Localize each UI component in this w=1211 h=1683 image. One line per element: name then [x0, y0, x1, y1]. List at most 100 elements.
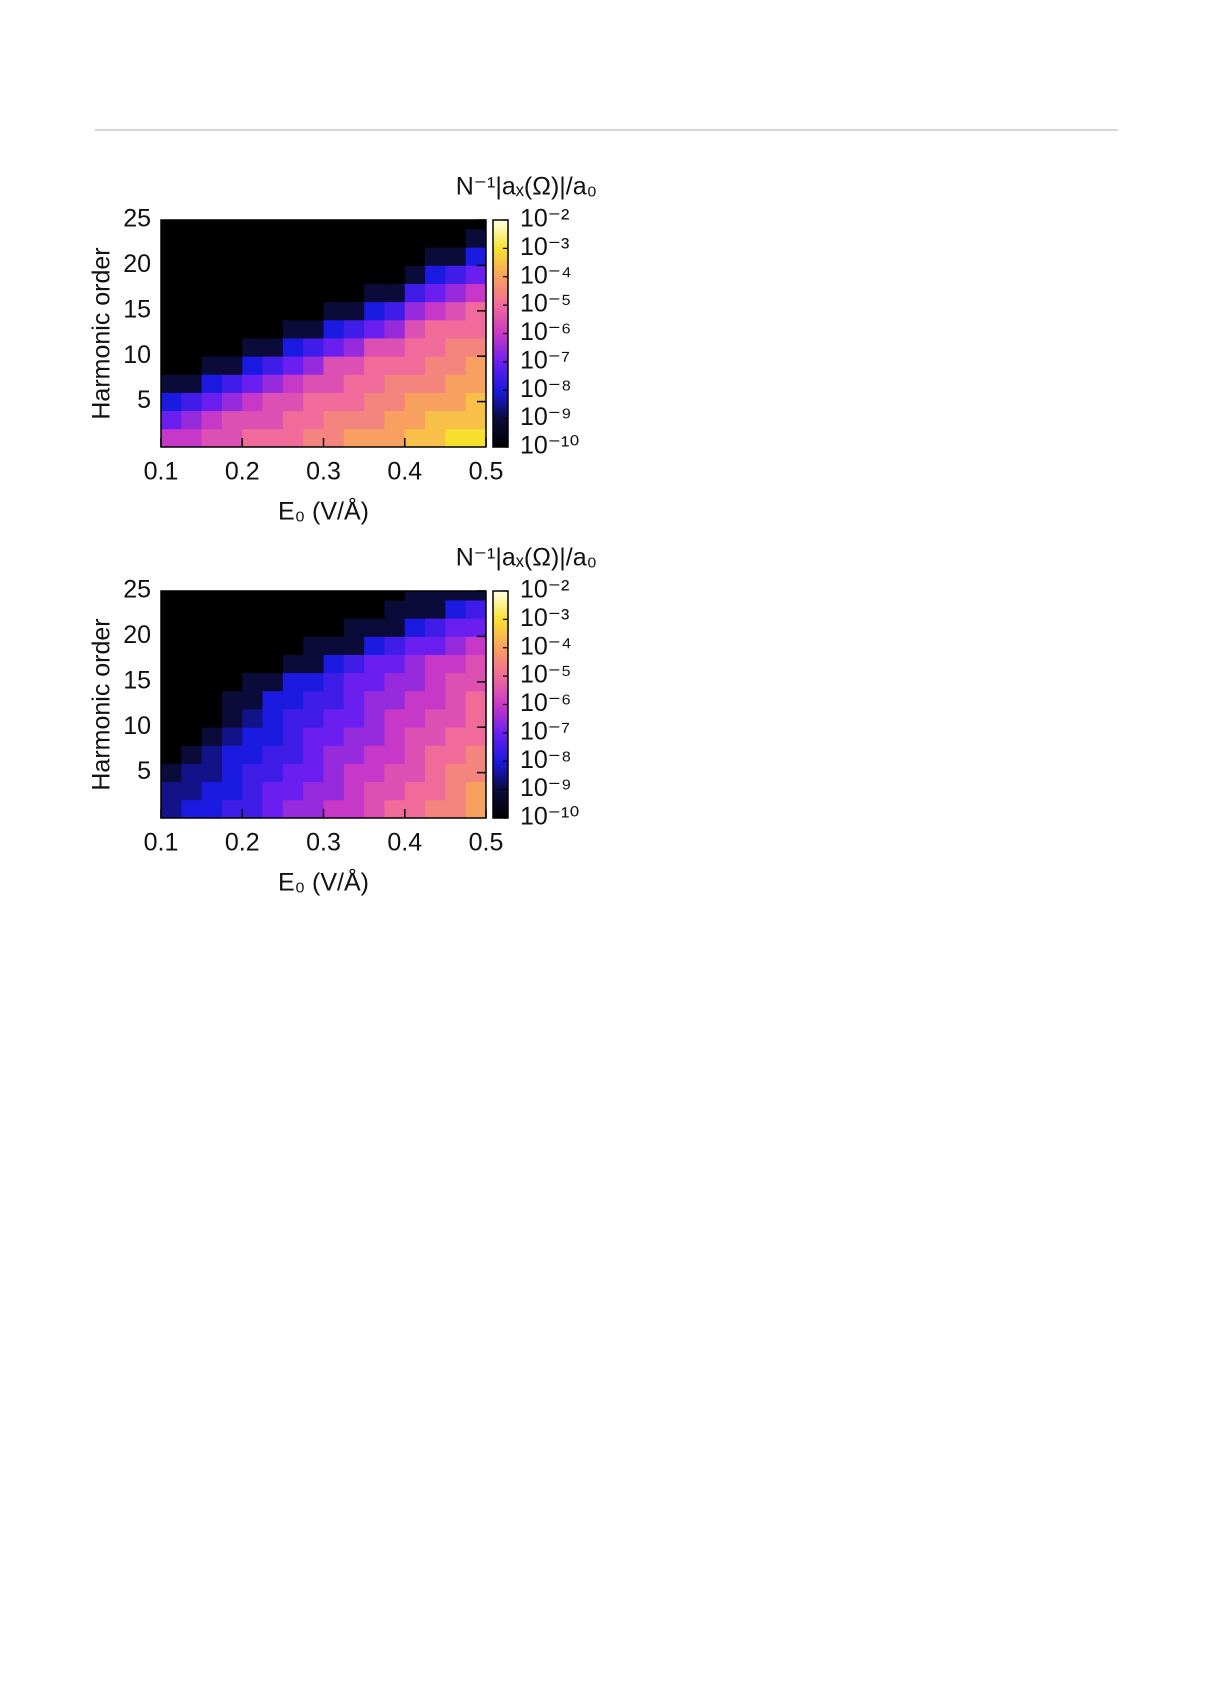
colorbar-segment	[493, 802, 508, 806]
heatmap-cell	[181, 410, 203, 430]
heatmap-cell	[282, 374, 304, 393]
heatmap-cell	[303, 636, 324, 655]
heatmap-cell	[364, 763, 385, 783]
colorbar-tick-label: 10⁻⁶	[520, 689, 571, 717]
heatmap-cell	[343, 220, 365, 230]
heatmap-cell	[343, 600, 365, 619]
heatmap-cell	[404, 672, 426, 692]
colorbar-segment	[493, 657, 508, 660]
heatmap-cell	[282, 392, 304, 412]
heatmap-cell	[242, 745, 263, 764]
heatmap-cell	[181, 247, 203, 266]
colorbar-segment	[493, 626, 508, 630]
colorbar-segment	[493, 259, 508, 263]
colorbar-segment	[493, 291, 508, 295]
colorbar-segment	[493, 428, 508, 431]
colorbar-segment	[493, 233, 508, 236]
x-tick-label: 0.5	[469, 829, 504, 857]
colorbar-segment	[493, 606, 508, 609]
heatmap-cell	[425, 763, 446, 783]
heatmap-cell	[181, 672, 203, 692]
heatmap-cell	[364, 283, 385, 303]
colorbar-tick-label: 10⁻⁵	[520, 661, 571, 689]
colorbar-segment	[493, 789, 508, 793]
colorbar-segment	[493, 808, 508, 811]
heatmap-cell	[343, 265, 365, 284]
heatmap-cell	[262, 229, 284, 248]
heatmap-cell	[404, 636, 426, 655]
heatmap-cell	[323, 392, 345, 412]
colorbar-segment	[493, 674, 508, 677]
colorbar-segment	[493, 706, 508, 709]
heatmap-cell	[465, 220, 487, 230]
colorbar-segment	[493, 246, 508, 249]
colorbar-segment	[493, 314, 508, 317]
colorbar-segment	[493, 793, 508, 796]
colorbar-tick-label: 10⁻⁵	[520, 290, 571, 318]
heatmap-cell	[364, 672, 385, 692]
heatmap-cell	[181, 763, 203, 783]
heatmap-cell	[364, 410, 385, 430]
heatmap-cell	[445, 428, 467, 448]
heatmap-cell	[384, 781, 406, 801]
heatmap-cell	[221, 428, 243, 448]
heatmap-cell	[465, 799, 487, 819]
colorbar-segment	[493, 759, 508, 762]
colorbar-segment	[493, 409, 508, 412]
colorbar-segment	[493, 623, 508, 626]
colorbar-segment	[493, 604, 508, 607]
colorbar-segment	[493, 738, 508, 741]
heatmap-cell	[201, 781, 223, 801]
colorbar-segment	[493, 297, 508, 300]
colorbar-segment	[493, 414, 508, 418]
colorbar-segment	[493, 600, 508, 603]
heatmap-cell	[465, 338, 487, 357]
colorbar-segment	[493, 252, 508, 255]
heatmap-cell	[425, 229, 446, 248]
heatmap-cell	[262, 763, 284, 783]
heatmap-cell	[465, 727, 487, 746]
x-tick-label: 0.2	[225, 829, 260, 857]
heatmap-cell	[181, 709, 203, 728]
heatmap-cell	[303, 374, 324, 393]
heatmap-cell	[404, 374, 426, 393]
colorbar-segment	[493, 770, 508, 774]
colorbar-segment	[493, 282, 508, 285]
heatmap-cell	[201, 410, 223, 430]
colorbar-segment	[493, 685, 508, 688]
heatmap-cell	[262, 654, 284, 674]
colorbar-segment	[493, 774, 508, 777]
heatmap-cell	[242, 392, 263, 412]
heatmap-cell	[282, 591, 304, 601]
heatmap-cell	[161, 301, 182, 321]
heatmap-cell	[465, 781, 487, 801]
heatmap-cell	[425, 690, 446, 710]
heatmap-cell	[445, 220, 467, 230]
heatmap-cell	[323, 374, 345, 393]
heatmap-cell	[445, 356, 467, 375]
heatmap-cell	[425, 338, 446, 357]
heatmap-cell	[343, 709, 365, 728]
colorbar-segment	[493, 301, 508, 304]
heatmap-cell	[425, 392, 446, 412]
colorbar-segment	[493, 678, 508, 681]
heatmap-cell	[303, 799, 324, 819]
heatmap-cell	[282, 654, 304, 674]
colorbar-segment	[493, 666, 508, 670]
heatmap-cell	[201, 392, 223, 412]
heatmap-cell	[303, 283, 324, 303]
heatmap-cell	[364, 799, 385, 819]
heatmap-cell	[364, 247, 385, 266]
heatmap-cell	[425, 636, 446, 655]
heatmap-cell	[323, 220, 345, 230]
y-axis-label: Harmonic order	[88, 618, 116, 790]
heatmap-cell	[384, 247, 406, 266]
colorbar-segment	[493, 804, 508, 808]
colorbar-segment	[493, 689, 508, 692]
heatmap-cell	[445, 600, 467, 619]
heatmap-cell	[343, 410, 365, 430]
heatmap-cell	[303, 410, 324, 430]
colorbar-segment	[493, 630, 508, 634]
heatmap-cell	[242, 229, 263, 248]
